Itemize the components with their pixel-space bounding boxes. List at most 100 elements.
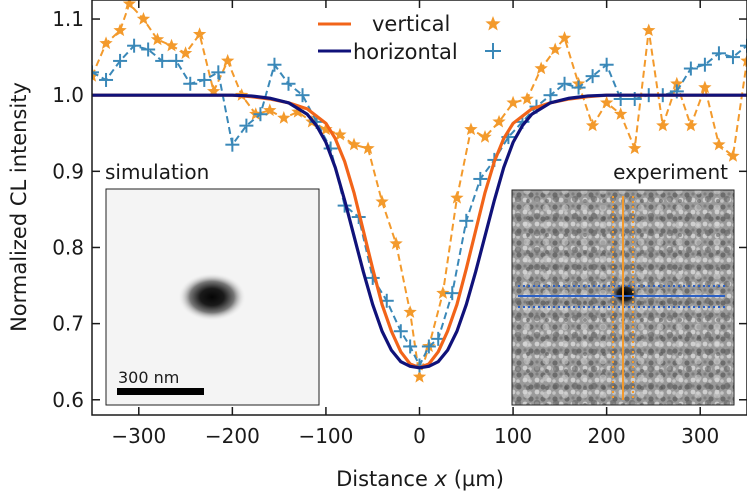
vertical-experiment-point bbox=[122, 0, 137, 10]
vertical-experiment-point bbox=[113, 23, 127, 37]
vertical-experiment-point bbox=[492, 114, 506, 128]
experiment-label: experiment bbox=[613, 160, 728, 184]
vertical-experiment-point bbox=[375, 194, 389, 208]
vertical-experiment-point bbox=[277, 111, 291, 124]
vertical-experiment-point bbox=[150, 32, 165, 46]
horizontal-experiment-point bbox=[711, 46, 726, 61]
y-tick-label: 1.0 bbox=[52, 83, 84, 107]
horizontal-experiment-point bbox=[557, 76, 572, 91]
y-tick-label: 0.6 bbox=[52, 388, 84, 412]
horizontal-experiment-point bbox=[92, 65, 99, 80]
simulation-inset: simulation 300 nm bbox=[105, 160, 320, 406]
vertical-experiment-point bbox=[726, 149, 740, 162]
x-tick-label: 300 bbox=[681, 424, 719, 448]
vertical-experiment-point bbox=[333, 127, 347, 141]
vertical-experiment-point bbox=[506, 95, 520, 109]
horizontal-experiment-point bbox=[141, 42, 156, 57]
horizontal-experiment-point bbox=[155, 53, 170, 68]
vertical-experiment-point bbox=[192, 27, 207, 40]
vertical-experiment-point bbox=[347, 137, 361, 151]
x-tick-label: −100 bbox=[298, 424, 353, 448]
horizontal-experiment-point bbox=[543, 88, 558, 103]
vertical-experiment-point bbox=[436, 286, 450, 299]
vertical-experiment-point bbox=[389, 236, 403, 250]
horizontal-experiment-point bbox=[740, 38, 747, 53]
horizontal-experiment-point bbox=[211, 65, 226, 80]
horizontal-experiment-point bbox=[421, 339, 436, 354]
horizontal-experiment-point bbox=[683, 61, 698, 76]
vertical-experiment-point bbox=[670, 76, 684, 90]
horizontal-experiment-point bbox=[403, 339, 418, 354]
simulation-label: simulation bbox=[105, 160, 209, 184]
vertical-experiment-point bbox=[412, 369, 427, 383]
horizontal-experiment-point bbox=[571, 80, 586, 95]
x-tick-label: 100 bbox=[494, 424, 532, 448]
horizontal-experiment-point bbox=[725, 50, 740, 65]
horizontal-experiment-point bbox=[393, 324, 408, 339]
vertical-experiment-point bbox=[450, 190, 464, 204]
horizontal-experiment-point bbox=[99, 72, 114, 87]
horizontal-experiment-point bbox=[445, 286, 460, 301]
horizontal-line bbox=[92, 93, 747, 370]
vertical-experiment-point bbox=[221, 53, 235, 67]
vertical-experiment-point bbox=[656, 118, 670, 132]
horizontal-experiment-point bbox=[585, 69, 600, 84]
vertical-experiment-point bbox=[548, 42, 562, 56]
horizontal-experiment-point bbox=[239, 118, 254, 133]
horizontal-experiment-point bbox=[113, 53, 128, 68]
x-axis-label-variable: x bbox=[434, 467, 448, 491]
vertical-experiment-point bbox=[99, 36, 113, 50]
x-axis-label-prefix: Distance bbox=[336, 467, 435, 491]
vertical-experiment-point bbox=[136, 12, 151, 25]
y-tick-label: 0.7 bbox=[52, 312, 84, 336]
scale-bar-label: 300 nm bbox=[118, 368, 179, 387]
vertical-experiment-point bbox=[92, 69, 99, 82]
horizontal-experiment-point bbox=[697, 57, 712, 72]
plot-frame bbox=[91, 0, 747, 416]
y-tick-label: 0.8 bbox=[52, 235, 84, 259]
vertical-experiment-point bbox=[361, 141, 375, 155]
vertical-experiment-point bbox=[319, 122, 333, 136]
vertical-experiment-point bbox=[263, 103, 277, 117]
vertical-experiment-point bbox=[712, 137, 726, 151]
x-axis-label-unit: (µm) bbox=[447, 467, 504, 491]
experiment-image-frame bbox=[511, 189, 735, 406]
y-axis-label: Normalized CL intensity bbox=[7, 82, 31, 332]
horizontal-experiment-point bbox=[197, 72, 212, 87]
vertical-experiment-point bbox=[534, 61, 548, 75]
vertical-experiment-point bbox=[642, 23, 656, 37]
vertical-experiment-point bbox=[684, 118, 698, 132]
vertical-experiment-point bbox=[164, 38, 179, 52]
x-axis-label: Distance x (µm) bbox=[336, 467, 504, 491]
vertical-experiment-point bbox=[464, 122, 478, 136]
vertical-experiment-point bbox=[614, 107, 628, 120]
vertical-experiment-point bbox=[599, 95, 614, 109]
vertical-experiment-point bbox=[478, 130, 492, 143]
vertical-experiment-point bbox=[403, 305, 417, 318]
x-tick-label: 0 bbox=[413, 424, 426, 448]
axis-ticks: −300 −200 −100 0 100 200 300 0.6 0.7 0.8 0.9 1.0 1.1 bbox=[52, 0, 747, 448]
vertical-experiment-point bbox=[178, 46, 193, 59]
vertical-experiment-point bbox=[520, 91, 534, 105]
horizontal-experiment-point bbox=[127, 38, 142, 53]
scale-bar bbox=[117, 388, 204, 395]
legend-horizontal-label: horizontal bbox=[353, 40, 458, 64]
experiment-inset: experiment bbox=[511, 160, 735, 406]
simulation-spot bbox=[178, 273, 246, 321]
horizontal-experiment-point bbox=[253, 107, 268, 122]
vertical-experiment-point bbox=[740, 53, 747, 67]
horizontal-experiment-point bbox=[183, 76, 198, 91]
horizontal-experiment-point bbox=[267, 57, 282, 72]
x-tick-label: −300 bbox=[111, 424, 166, 448]
data-series bbox=[92, 0, 747, 383]
y-tick-label: 1.1 bbox=[52, 7, 84, 31]
y-tick-label: 0.9 bbox=[52, 159, 84, 183]
horizontal-experiment-point bbox=[295, 88, 310, 103]
horizontal-experiment-point bbox=[473, 171, 488, 186]
x-tick-label: 200 bbox=[588, 424, 626, 448]
vertical-experiment-point bbox=[698, 80, 712, 94]
x-tick-label: −200 bbox=[205, 424, 260, 448]
horizontal-experiment-point bbox=[459, 213, 474, 228]
vertical-experiment-point bbox=[291, 104, 305, 118]
